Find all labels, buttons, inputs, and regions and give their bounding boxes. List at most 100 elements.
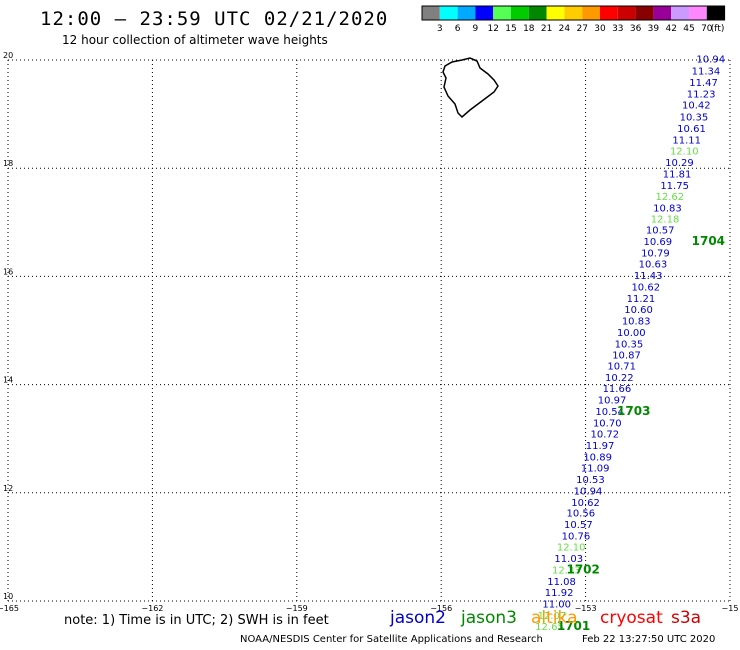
track-label: 1704 <box>692 234 725 248</box>
wave-height-point: 12.33 <box>552 565 581 576</box>
wave-height-point: 10.22 <box>605 373 634 384</box>
wave-height-point: 11.11 <box>672 135 701 146</box>
color-bar-tick-label: 45 <box>683 24 694 34</box>
color-bar-tick-label: 36 <box>630 24 642 34</box>
lat-tick-label: 12 <box>3 484 13 493</box>
color-swatch <box>457 6 476 20</box>
satellite-s3a-label: s3a <box>671 608 702 628</box>
color-swatch <box>439 6 458 20</box>
wave-height-point: 10.00 <box>617 328 646 339</box>
wave-height-point: 10.62 <box>571 498 600 509</box>
color-bar-frame <box>421 5 726 21</box>
grid-lines <box>7 59 731 602</box>
lon-tick-label: −165 <box>0 604 19 613</box>
color-bar-tick-label: 30 <box>594 24 606 34</box>
wave-height-point: 10.97 <box>598 396 627 407</box>
color-bar-tick-label: 15 <box>505 24 516 34</box>
color-swatch <box>475 6 494 20</box>
color-bar-tick-label: 27 <box>576 24 587 34</box>
wave-height-point: 10.60 <box>624 305 653 316</box>
color-bar-unit: (ft) <box>711 24 725 34</box>
wave-height-point: 10.53 <box>576 475 605 486</box>
wave-height-point: 11.23 <box>687 89 716 100</box>
color-swatch <box>706 6 725 20</box>
wave-height-point: 10.70 <box>593 418 622 429</box>
wave-height-points: 10.9411.3411.4711.2310.4210.3510.6111.11… <box>535 55 725 634</box>
wave-height-point: 10.72 <box>591 430 620 441</box>
color-swatch <box>635 6 654 20</box>
color-swatch <box>600 6 618 20</box>
color-swatch <box>422 6 440 20</box>
wave-height-point: 10.89 <box>583 452 612 463</box>
wave-height-point: 10.29 <box>665 158 694 169</box>
wave-height-point: 11.92 <box>545 588 574 599</box>
wave-height-point: 10.42 <box>682 101 711 112</box>
satellite-jason3-label: jason3 <box>461 608 517 628</box>
wave-height-point: 10.94 <box>574 486 603 497</box>
track-labels: 1704 1703 1702 1701 <box>557 234 725 633</box>
color-bar-tick-label: 6 <box>455 24 461 34</box>
wave-height-point: 12.62 <box>656 192 685 203</box>
color-bar-tick-label: 18 <box>523 24 535 34</box>
wave-height-point: 11.66 <box>603 384 632 395</box>
color-bar-tick-label: 39 <box>648 24 660 34</box>
wave-height-point: 12.65 <box>535 622 564 633</box>
color-bar-tick-label: 21 <box>541 24 552 34</box>
wave-height-point: 11.34 <box>692 67 721 78</box>
satellite-jason2-label: jason2 <box>390 608 446 628</box>
wave-height-point: 11.09 <box>581 464 610 475</box>
wave-height-point: 10.83 <box>653 203 682 214</box>
wave-height-point: 10.69 <box>643 237 672 248</box>
lat-tick-label: 20 <box>3 51 13 60</box>
color-swatch <box>528 6 547 20</box>
color-swatch <box>582 6 600 20</box>
wave-height-point: 12.07 <box>538 611 567 622</box>
wave-height-point: 12.10 <box>670 147 699 158</box>
wave-height-point: 10.83 <box>622 317 651 328</box>
lon-tick-label: −156 <box>430 604 452 613</box>
wave-height-point: 12.10 <box>557 543 586 554</box>
wave-height-point: 10.63 <box>639 260 668 271</box>
footnote: note: 1) Time is in UTC; 2) SWH is in fe… <box>64 613 329 628</box>
lon-tick-label: −153 <box>575 604 597 613</box>
wave-height-point: 10.35 <box>680 113 709 124</box>
wave-height-point: 10.71 <box>607 361 636 372</box>
track-label: 1703 <box>617 404 650 418</box>
wave-height-point: 11.97 <box>586 441 615 452</box>
axis-tick-labels: −165 −162 −159 −156 −153 −15 10 12 14 16 18 20 <box>0 51 738 613</box>
satellite-altika-label: altika <box>531 608 578 628</box>
color-swatch <box>689 6 707 20</box>
wave-height-point: 11.00 <box>542 599 571 610</box>
color-swatch <box>564 6 583 20</box>
wave-height-point: 10.94 <box>696 55 725 66</box>
hawaii-island-outline <box>442 57 499 119</box>
color-swatch <box>671 6 689 20</box>
credit-line: NOAA/NESDIS Center for Satellite Applica… <box>240 634 543 645</box>
color-scale-legend: 3 6 9 12 15 18 21 24 27 30 33 36 39 42 45 70(ft) <box>421 5 726 34</box>
wave-height-point: 10.61 <box>677 124 706 135</box>
wave-height-point: 11.75 <box>660 181 689 192</box>
color-bar-tick-label: 70 <box>701 24 713 34</box>
color-bar-tick-label: 12 <box>487 24 498 34</box>
lat-tick-label: 18 <box>3 159 13 168</box>
chart-title: 12:00 – 23:59 UTC 02/21/2020 <box>40 8 389 30</box>
color-swatch <box>493 6 511 20</box>
wave-height-point: 10.87 <box>612 351 641 362</box>
lat-tick-label: 10 <box>3 592 13 601</box>
color-bar-tick-label: 24 <box>559 24 571 34</box>
wave-height-point: 11.47 <box>689 78 718 89</box>
color-swatch <box>511 6 529 20</box>
lat-tick-label: 16 <box>3 267 13 276</box>
lon-tick-label: −15 <box>722 604 739 613</box>
color-bar-tick-label: 42 <box>665 24 676 34</box>
chart-subtitle: 12 hour collection of altimeter wave hei… <box>62 33 328 47</box>
track-label: 1701 <box>557 619 590 633</box>
wave-height-point: 12.18 <box>651 214 680 225</box>
wave-height-point: 11.21 <box>627 294 656 305</box>
wave-height-point: 11.81 <box>663 169 692 180</box>
wave-height-point: 11.08 <box>547 577 576 588</box>
color-bar-tick-label: 9 <box>473 24 479 34</box>
wave-height-point: 10.62 <box>631 282 660 293</box>
lon-tick-label: −162 <box>141 604 163 613</box>
